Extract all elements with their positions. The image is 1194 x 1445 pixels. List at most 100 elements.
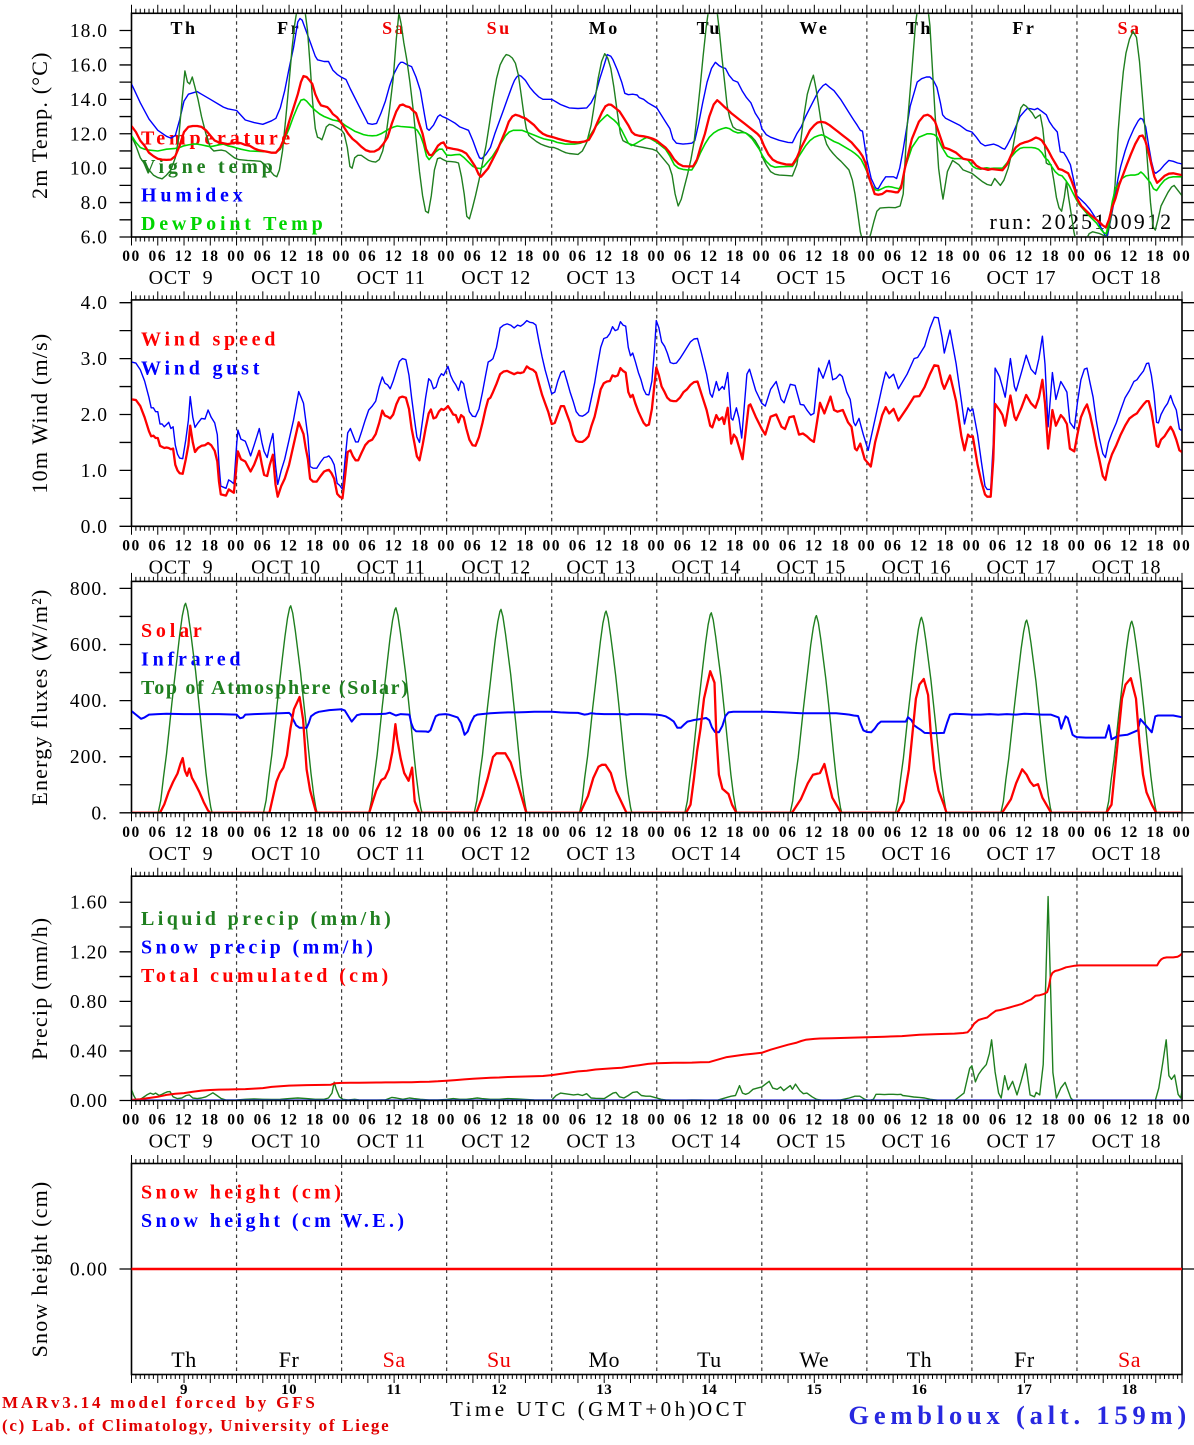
svg-text:00: 00 xyxy=(332,1112,351,1129)
svg-text:OCT 18: OCT 18 xyxy=(1092,1131,1162,1153)
svg-text:18: 18 xyxy=(621,248,640,265)
svg-text:OCT 14: OCT 14 xyxy=(671,556,741,578)
svg-text:06: 06 xyxy=(569,1112,588,1129)
svg-text:16.0: 16.0 xyxy=(70,55,108,76)
svg-text:Snow precip (mm/h): Snow precip (mm/h) xyxy=(141,937,376,959)
svg-text:18: 18 xyxy=(1146,1112,1165,1129)
svg-text:12: 12 xyxy=(805,537,824,554)
svg-text:18: 18 xyxy=(1146,537,1165,554)
svg-text:18: 18 xyxy=(936,1112,955,1129)
svg-text:18: 18 xyxy=(516,1112,535,1129)
svg-text:Th: Th xyxy=(906,18,933,38)
svg-text:00: 00 xyxy=(1173,537,1192,554)
svg-text:OCT 14: OCT 14 xyxy=(671,843,741,865)
svg-text:OCT 15: OCT 15 xyxy=(776,843,846,865)
svg-text:06: 06 xyxy=(989,824,1008,841)
svg-text:Fr: Fr xyxy=(279,1347,300,1372)
svg-text:OCT 11: OCT 11 xyxy=(357,1131,426,1153)
svg-text:00: 00 xyxy=(542,537,561,554)
svg-text:18: 18 xyxy=(936,537,955,554)
svg-text:18: 18 xyxy=(201,248,220,265)
svg-text:OCT 15: OCT 15 xyxy=(776,1131,846,1153)
svg-text:00: 00 xyxy=(858,248,877,265)
svg-text:Energy fluxes (W/m²): Energy fluxes (W/m²) xyxy=(27,589,52,806)
svg-text:00: 00 xyxy=(648,824,667,841)
svg-text:Solar: Solar xyxy=(141,620,206,642)
svg-text:06: 06 xyxy=(884,824,903,841)
svg-text:06: 06 xyxy=(254,537,273,554)
svg-text:06: 06 xyxy=(989,537,1008,554)
svg-text:12: 12 xyxy=(1120,1112,1139,1129)
svg-text:00: 00 xyxy=(1173,248,1192,265)
svg-text:12: 12 xyxy=(175,248,194,265)
svg-text:00: 00 xyxy=(332,537,351,554)
svg-text:2m Temp. (°C): 2m Temp. (°C) xyxy=(27,51,52,199)
svg-text:OCT 13: OCT 13 xyxy=(566,556,636,578)
svg-text:Mo: Mo xyxy=(588,1347,620,1372)
svg-text:18: 18 xyxy=(306,1112,325,1129)
svg-text:12: 12 xyxy=(910,537,929,554)
svg-text:Snow height (cm): Snow height (cm) xyxy=(27,1181,52,1358)
svg-text:Su: Su xyxy=(487,18,512,38)
svg-text:13: 13 xyxy=(596,1382,612,1398)
svg-text:12: 12 xyxy=(700,537,719,554)
svg-text:18.0: 18.0 xyxy=(70,21,108,42)
svg-text:06: 06 xyxy=(674,1112,693,1129)
svg-text:00: 00 xyxy=(122,248,141,265)
svg-text:400.: 400. xyxy=(70,691,108,712)
svg-text:12: 12 xyxy=(385,537,404,554)
svg-text:0.0: 0.0 xyxy=(81,517,108,538)
svg-text:Mo: Mo xyxy=(589,18,620,38)
svg-text:12: 12 xyxy=(805,824,824,841)
svg-text:Fr: Fr xyxy=(1014,1347,1035,1372)
svg-text:1.20: 1.20 xyxy=(70,942,108,963)
svg-text:18: 18 xyxy=(936,824,955,841)
svg-text:00: 00 xyxy=(437,248,456,265)
svg-text:18: 18 xyxy=(411,1112,430,1129)
svg-text:00: 00 xyxy=(227,248,246,265)
svg-text:00: 00 xyxy=(1068,248,1087,265)
svg-text:12: 12 xyxy=(1120,537,1139,554)
svg-text:12: 12 xyxy=(280,248,299,265)
svg-text:06: 06 xyxy=(254,824,273,841)
svg-text:9: 9 xyxy=(180,1382,188,1398)
svg-text:OCT 16: OCT 16 xyxy=(881,1131,951,1153)
svg-text:06: 06 xyxy=(674,537,693,554)
svg-text:600.: 600. xyxy=(70,635,108,656)
svg-text:06: 06 xyxy=(674,248,693,265)
svg-text:OCT 14: OCT 14 xyxy=(671,267,741,289)
svg-text:OCT 12: OCT 12 xyxy=(461,843,531,865)
svg-text:OCT 11: OCT 11 xyxy=(357,267,426,289)
svg-text:14: 14 xyxy=(701,1382,717,1398)
svg-text:12: 12 xyxy=(490,248,509,265)
svg-text:00: 00 xyxy=(753,537,772,554)
svg-text:06: 06 xyxy=(254,248,273,265)
svg-text:06: 06 xyxy=(464,537,483,554)
svg-text:12: 12 xyxy=(910,1112,929,1129)
svg-text:OCT 12: OCT 12 xyxy=(461,556,531,578)
svg-text:18: 18 xyxy=(516,248,535,265)
svg-text:Gembloux (alt. 159m): Gembloux (alt. 159m) xyxy=(848,1400,1191,1430)
svg-text:00: 00 xyxy=(332,824,351,841)
svg-text:We: We xyxy=(799,1347,829,1372)
svg-text:06: 06 xyxy=(779,1112,798,1129)
svg-text:06: 06 xyxy=(989,1112,1008,1129)
svg-text:Total cumulated (cm): Total cumulated (cm) xyxy=(141,965,392,987)
svg-text:OCT 18: OCT 18 xyxy=(1092,556,1162,578)
svg-text:12: 12 xyxy=(175,1112,194,1129)
svg-text:00: 00 xyxy=(332,248,351,265)
svg-text:12: 12 xyxy=(1015,537,1034,554)
svg-text:00: 00 xyxy=(227,824,246,841)
svg-text:OCT 10: OCT 10 xyxy=(251,267,321,289)
svg-text:OCT 9: OCT 9 xyxy=(149,1131,214,1153)
svg-text:00: 00 xyxy=(753,824,772,841)
svg-text:OCT 10: OCT 10 xyxy=(251,1131,321,1153)
svg-text:Sa: Sa xyxy=(383,1347,406,1372)
svg-text:OCT 18: OCT 18 xyxy=(1092,843,1162,865)
svg-text:12: 12 xyxy=(1120,824,1139,841)
svg-text:0.40: 0.40 xyxy=(70,1041,108,1062)
svg-text:06: 06 xyxy=(254,1112,273,1129)
svg-text:OCT 13: OCT 13 xyxy=(566,1131,636,1153)
svg-text:06: 06 xyxy=(1094,248,1113,265)
svg-text:00: 00 xyxy=(227,537,246,554)
